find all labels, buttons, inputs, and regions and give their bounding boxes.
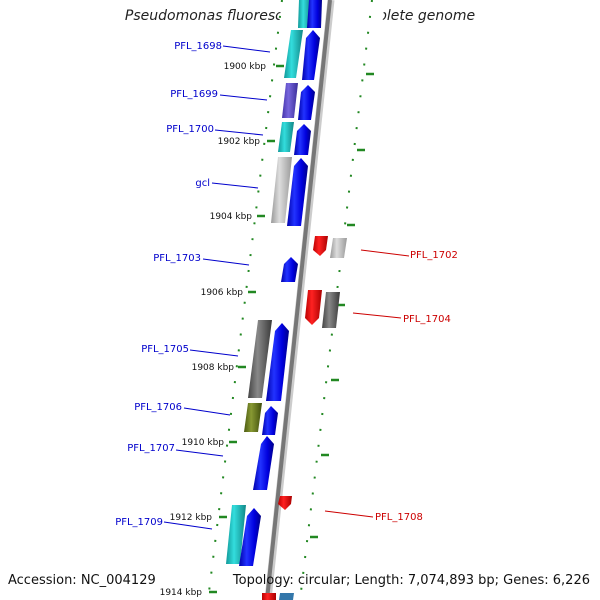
gene-label-pfl-1698[interactable]: PFL_1698 bbox=[174, 41, 222, 52]
cds-arrow bbox=[266, 323, 289, 401]
cog-box bbox=[282, 83, 298, 118]
leader-line bbox=[163, 521, 213, 530]
cog-box bbox=[278, 122, 294, 152]
leader-line bbox=[219, 94, 268, 101]
scale-label: 1902 kbp bbox=[218, 137, 261, 147]
cds-arrow bbox=[262, 593, 276, 600]
scale-label: 1906 kbp bbox=[201, 288, 244, 298]
cds-arrow bbox=[313, 236, 328, 256]
scale-label: 1912 kbp bbox=[170, 513, 213, 523]
gene-label-pfl-1702[interactable]: PFL_1702 bbox=[410, 250, 458, 261]
cds-arrow bbox=[262, 406, 278, 435]
leader-line bbox=[360, 249, 410, 257]
scale-ticks bbox=[209, 64, 374, 594]
cds-arrow bbox=[239, 508, 261, 566]
gene-label-pfl-1705[interactable]: PFL_1705 bbox=[141, 344, 189, 355]
forward-leaders bbox=[163, 45, 271, 530]
gene-label-pfl-1707[interactable]: PFL_1707 bbox=[127, 443, 175, 454]
scale-label: 1904 kbp bbox=[210, 212, 253, 222]
cds-arrow bbox=[298, 85, 315, 120]
cds-arrow bbox=[281, 257, 298, 282]
scale-label: 1914 kbp bbox=[160, 588, 203, 598]
gene-label-pfl-1699[interactable]: PFL_1699 bbox=[170, 89, 218, 100]
gene-label-pfl-1709[interactable]: PFL_1709 bbox=[115, 517, 163, 528]
cds-reverse bbox=[262, 236, 347, 600]
topology-text: Topology: circular; Length: 7,074,893 bp… bbox=[232, 573, 590, 588]
cog-box bbox=[279, 593, 294, 600]
leader-line bbox=[183, 407, 231, 416]
scale-label: 1908 kbp bbox=[192, 363, 235, 373]
gene-label-gcl[interactable]: gcl bbox=[195, 178, 210, 189]
scale-label: 1910 kbp bbox=[182, 438, 225, 448]
reverse-leaders bbox=[324, 249, 410, 518]
leader-line bbox=[211, 182, 259, 189]
leader-line bbox=[202, 258, 250, 266]
cds-arrow bbox=[253, 436, 274, 490]
cog-boxes-forward bbox=[226, 0, 311, 564]
gene-label-pfl-1706[interactable]: PFL_1706 bbox=[134, 402, 182, 413]
leader-line bbox=[324, 510, 374, 518]
cds-arrow bbox=[302, 30, 320, 80]
cds-arrow bbox=[305, 290, 322, 325]
cds-arrow bbox=[287, 158, 308, 226]
accession-text: Accession: NC_004129 bbox=[8, 573, 156, 588]
gene-label-pfl-1703[interactable]: PFL_1703 bbox=[153, 253, 201, 264]
cog-box bbox=[330, 238, 347, 258]
gene-label-pfl-1708[interactable]: PFL_1708 bbox=[375, 512, 423, 523]
scale-label: 1900 kbp bbox=[224, 62, 267, 72]
gene-label-pfl-1704[interactable]: PFL_1704 bbox=[403, 314, 451, 325]
cds-arrow bbox=[307, 0, 322, 28]
cog-box bbox=[271, 157, 292, 223]
backbone bbox=[265, 0, 332, 600]
cog-box bbox=[284, 30, 303, 78]
leader-line bbox=[222, 45, 271, 53]
cds-arrow bbox=[294, 124, 311, 155]
cog-box bbox=[248, 320, 272, 398]
leader-line bbox=[189, 349, 239, 357]
leader-line bbox=[352, 312, 402, 319]
leader-line bbox=[175, 449, 224, 457]
leader-line bbox=[214, 129, 264, 136]
cog-box bbox=[322, 292, 340, 328]
cog-box bbox=[226, 505, 246, 564]
gene-label-pfl-1700[interactable]: PFL_1700 bbox=[166, 124, 214, 135]
cog-box bbox=[244, 403, 262, 432]
cds-forward bbox=[239, 0, 322, 566]
cds-arrow bbox=[278, 496, 292, 510]
